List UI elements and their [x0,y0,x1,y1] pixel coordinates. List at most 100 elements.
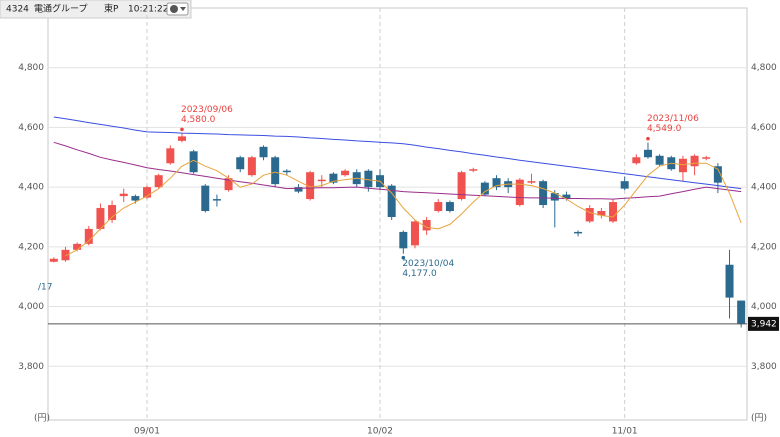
candle-body [515,179,524,206]
candle-body [73,243,82,250]
candle-body [632,157,641,164]
candle-body [434,202,443,212]
x-tick-label: 10/02 [367,427,393,437]
candle-body [480,182,489,195]
annotation-date: 2023/10/04 [402,259,454,269]
candle-body [678,158,687,173]
annotation-value: 4,580.0 [181,115,216,125]
moving-average-line [53,116,742,190]
candle-body [166,148,175,164]
candle-body [410,221,419,246]
candle-body [96,208,105,229]
info-icon[interactable] [170,5,178,13]
candle-body [201,185,210,212]
y-tick-label: 4,600 [18,123,44,133]
y-unit: (円) [34,413,50,424]
candle-body [725,264,734,298]
candle-body [597,211,606,216]
x-tick-label: 09/01 [134,427,160,437]
stock-code: 4324 [6,5,29,15]
market: 東P [104,3,119,15]
candle-body [655,155,664,165]
annotation-marker [646,136,650,141]
candle-body [108,205,117,220]
candle-body [49,258,58,262]
y-tick-label: 4,200 [18,242,44,252]
candle-body [550,193,559,201]
dropdown-arrow[interactable] [180,7,186,11]
candle-body [224,178,233,191]
candle-body [445,202,454,212]
candle-body [527,181,536,183]
candle-body [620,181,629,189]
candle-body [713,166,722,183]
candle-body [574,231,583,234]
candle-body [247,157,256,176]
y-tick-label: 3,800 [18,362,44,372]
candle-body [212,199,221,201]
candle-body [422,219,431,231]
candle-body [609,202,618,222]
annotation-marker [401,255,406,260]
y-tick-label-right: 4,600 [751,123,777,133]
candle-body [259,146,268,158]
candle-body [702,157,711,159]
header-box [0,0,192,19]
candle-body [236,157,245,170]
y-tick-label-right: 4,400 [751,183,777,193]
candle-body [643,149,652,158]
y-tick-label-right: 4,200 [751,242,777,252]
candle-body [562,194,571,200]
candle-body [154,175,163,188]
partial-label: /17 [38,283,52,293]
annotation-marker [180,127,184,132]
candle-body [492,178,501,188]
moving-average-line [53,141,742,200]
y-tick-label: 4,000 [18,302,44,312]
y-unit-right: (円) [751,413,767,424]
candle-body [282,170,291,173]
candle-body [341,170,350,176]
y-tick-label-right: 4,800 [751,63,777,73]
candle-body [585,208,594,222]
candle-body [539,181,548,206]
candle-body [329,173,338,183]
candle-body [457,172,466,200]
last-price-tag [748,316,779,331]
info-button[interactable] [166,2,189,16]
candle-body [364,170,373,188]
x-tick-label: 11/01 [612,427,638,437]
candle-body [690,155,699,167]
stock-name: 電通グループ [34,3,87,15]
candle-body [119,193,128,197]
candle-body [177,136,186,141]
y-tick-label: 4,800 [18,63,44,73]
last-price-label: 3,942 [751,319,777,329]
annotation-value: 4,549.0 [647,124,682,134]
annotation-value: 4,177.0 [402,269,437,279]
candle-body [306,172,315,200]
candle-body [131,196,140,201]
candle-body [469,169,478,171]
candle-body [399,231,408,249]
annotation-date: 2023/09/06 [181,105,233,115]
candle-body [61,249,70,261]
candle-body [737,300,746,324]
candle-body [294,187,303,192]
time: 10:21:22 [128,5,168,15]
candle-body [143,187,152,198]
candle-body [84,228,93,244]
candle-body [387,185,396,217]
y-tick-label: 4,400 [18,183,44,193]
candle-body [317,179,326,182]
moving-average-line [65,159,742,257]
candle-body [189,151,198,173]
plot-frame [47,7,748,421]
y-tick-label-right: 3,800 [751,362,777,372]
annotation-date: 2023/11/06 [647,114,699,124]
candle-body [271,157,280,185]
y-tick-label-right: 4,000 [751,302,777,312]
